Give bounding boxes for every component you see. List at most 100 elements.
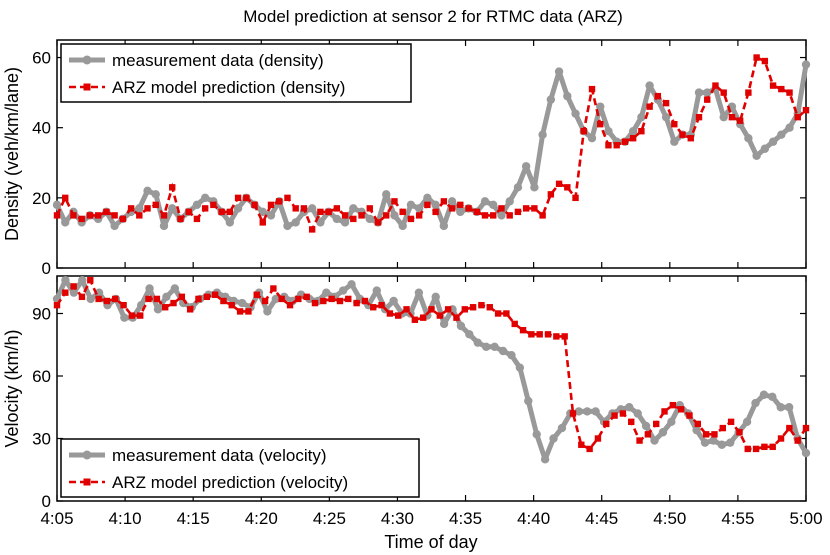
data-point [145,295,152,303]
data-point [784,403,794,412]
data-point [751,398,760,408]
x-tick-label: 5:00 [789,509,822,528]
data-point [308,226,316,233]
data-point [778,85,785,93]
data-point [515,363,525,372]
data-point [486,304,493,311]
data-point [540,455,550,464]
data-point [316,218,325,227]
data-point [786,424,793,432]
data-point [802,106,810,114]
data-point [704,96,711,103]
data-point [137,312,144,319]
data-point [596,102,605,111]
data-point [569,410,577,417]
data-point [745,89,752,96]
density-panel: 0 20 40 60 Density (veh/km/lane) measurement … [2,39,811,278]
data-point [345,295,352,303]
data-point [490,342,499,352]
data-point [169,184,176,191]
legend-marker [82,55,92,65]
data-point [625,403,634,412]
data-point [211,291,219,298]
data-point [307,204,317,213]
data-point [777,435,785,442]
legend: measurement data (density) ARZ model pred… [60,43,412,103]
data-point [586,445,593,453]
data-point [383,212,390,219]
data-point [136,212,143,219]
data-point [628,127,638,136]
data-point [52,200,62,210]
data-point [628,418,635,426]
data-point [317,208,324,216]
data-point [461,306,468,313]
data-point [177,215,184,223]
data-point [162,292,171,302]
data-point [236,308,244,315]
data-point [736,117,744,124]
data-point [300,205,308,212]
data-point [465,330,474,339]
data-point [336,297,344,305]
data-point [228,301,235,309]
data-point [564,184,571,191]
data-point [736,429,743,436]
data-point [687,135,694,142]
data-point [498,346,508,356]
data-point [694,88,704,97]
data-point [611,412,618,419]
data-point [347,280,356,289]
data-point [662,99,670,107]
data-point [661,408,668,415]
data-point [415,212,423,219]
data-point [603,420,610,428]
data-point [170,284,180,293]
data-point [574,407,583,416]
data-point [456,207,465,217]
data-point [653,420,660,428]
data-point [338,286,348,295]
data-point [744,134,753,143]
data-point [553,333,560,340]
data-point [78,293,86,301]
data-point [398,221,407,231]
data-point [94,212,102,219]
data-point [186,306,194,313]
data-point [801,448,811,458]
data-point [473,338,482,347]
data-point [259,219,266,226]
data-point [650,436,659,445]
data-point [727,418,735,426]
x-tick-label: 4:15 [177,509,210,528]
chart-title: Model prediction at sensor 2 for RTMC da… [243,7,623,26]
data-point [654,92,662,100]
data-point [448,205,456,212]
data-point [503,310,510,317]
data-point [110,221,119,231]
data-point [482,342,491,352]
data-point [267,201,275,209]
data-point [233,204,243,213]
data-point [311,299,319,307]
data-point [587,134,597,143]
data-point [276,198,283,205]
data-point [86,294,95,304]
data-point [193,215,201,223]
data-point [120,313,129,322]
data-point [153,295,161,303]
data-point [220,297,227,305]
data-point [53,301,61,309]
y-tick-label: 0 [42,259,51,278]
data-point [759,390,769,399]
data-point [382,190,391,199]
data-point [424,201,431,209]
y-tick-label: 30 [32,430,51,449]
data-point [431,200,440,210]
data-point [414,288,424,297]
data-point [192,200,202,210]
data-point [578,441,585,448]
data-point [70,283,77,290]
x-tick-label: 4:55 [721,509,754,528]
data-point [768,137,778,146]
